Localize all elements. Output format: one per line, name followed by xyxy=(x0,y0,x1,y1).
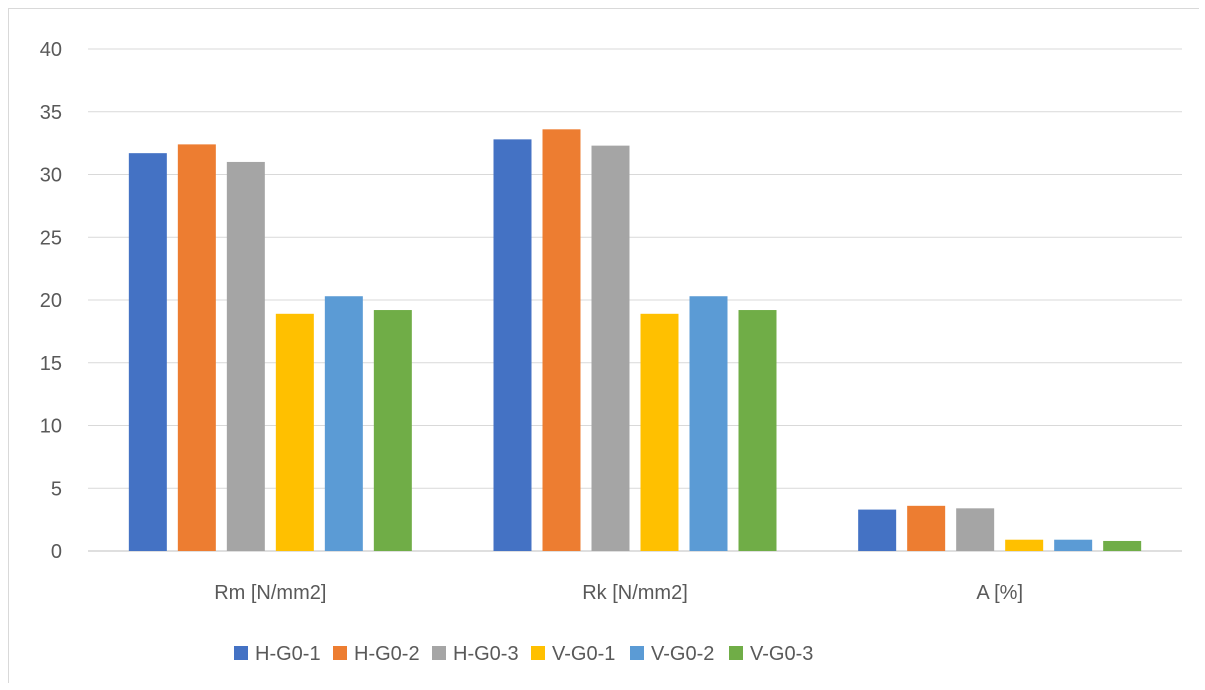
bar-v-g0-2-3 xyxy=(1054,539,1093,551)
legend-swatch xyxy=(432,646,446,660)
bar-v-g0-2-1 xyxy=(324,296,363,551)
x-category-label: A [%] xyxy=(976,582,1023,604)
bar-v-g0-1-2 xyxy=(640,313,679,551)
legend-swatch xyxy=(630,646,644,660)
legend-label: H-G0-2 xyxy=(354,643,420,665)
x-category-label: Rm [N/mm2] xyxy=(214,582,326,604)
bar-v-g0-1-1 xyxy=(275,313,314,551)
y-tick-label: 35 xyxy=(40,102,62,124)
y-tick-label: 15 xyxy=(40,353,62,375)
legend-label: H-G0-1 xyxy=(255,643,321,665)
bar-v-g0-1-3 xyxy=(1005,539,1044,551)
y-tick-label: 40 xyxy=(40,39,62,61)
legend-swatch xyxy=(333,646,347,660)
legend-label: V-G0-2 xyxy=(651,643,714,665)
bar-h-g0-2-3 xyxy=(907,505,946,551)
legend-swatch xyxy=(729,646,743,660)
bar-h-g0-1-1 xyxy=(128,153,167,552)
legend-label: H-G0-3 xyxy=(453,643,519,665)
legend-label: V-G0-1 xyxy=(552,643,615,665)
x-category-label: Rk [N/mm2] xyxy=(582,582,688,604)
bar-v-g0-3-1 xyxy=(373,310,412,551)
gridlines xyxy=(88,48,1182,552)
bar-v-g0-2-2 xyxy=(689,296,728,551)
x-axis-categories: Rm [N/mm2] Rk [N/mm2] A [%] xyxy=(214,582,1023,604)
legend: H-G0-1 H-G0-2 H-G0-3 V-G0-1 V-G0-2 V-G0-3 xyxy=(234,643,813,665)
y-tick-label: 20 xyxy=(40,290,62,312)
legend-swatch xyxy=(234,646,248,660)
bar-h-g0-1-3 xyxy=(858,509,897,551)
bar-h-g0-3-3 xyxy=(956,508,995,551)
bar-v-g0-3-3 xyxy=(1103,540,1142,551)
bar-h-g0-3-2 xyxy=(591,145,630,551)
y-tick-label: 10 xyxy=(40,416,62,438)
y-tick-label: 5 xyxy=(51,478,62,500)
bar-h-g0-2-2 xyxy=(542,129,581,551)
y-tick-label: 30 xyxy=(40,165,62,187)
bar-h-g0-3-1 xyxy=(226,161,265,551)
legend-label: V-G0-3 xyxy=(750,643,813,665)
y-tick-label: 25 xyxy=(40,227,62,249)
bars xyxy=(128,129,1142,552)
y-tick-label: 0 xyxy=(51,541,62,563)
bar-h-g0-1-2 xyxy=(493,139,532,552)
bar-h-g0-2-1 xyxy=(177,144,216,551)
bar-v-g0-3-2 xyxy=(738,310,777,551)
y-axis-ticks: 0 5 10 15 20 25 30 35 40 xyxy=(40,39,62,563)
legend-swatch xyxy=(531,646,545,660)
